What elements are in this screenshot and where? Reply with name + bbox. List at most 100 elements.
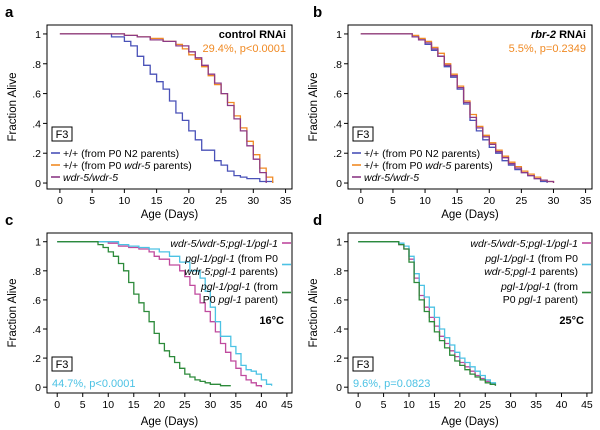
legend-entry: P0 pgl-1 parent) bbox=[503, 294, 578, 306]
x-tick-label: 15 bbox=[429, 399, 441, 411]
legend-entry: +/+ (from P0 wdr-5 parents) bbox=[364, 160, 493, 172]
survival-curve-3 bbox=[59, 33, 267, 183]
f3-label: F3 bbox=[357, 359, 370, 371]
y-tick-label: .8 bbox=[333, 59, 342, 71]
temperature-label: 16°C bbox=[259, 315, 284, 327]
legend-entry: pgl-1/pgl-1 (from P0 bbox=[484, 253, 578, 265]
stat-annotation: 44.7%, p<0.0001 bbox=[52, 378, 136, 390]
x-tick-label: 5 bbox=[381, 399, 387, 411]
x-tick-label: 30 bbox=[247, 195, 259, 207]
chart-title: control RNAi bbox=[219, 29, 286, 41]
legend-entry: +/+ (from P0 wdr-5 parents) bbox=[63, 160, 192, 172]
y-tick-label: .4 bbox=[333, 324, 342, 336]
legend-entry: wdr-5/wdr-5 bbox=[63, 172, 118, 184]
x-tick-label: 5 bbox=[80, 399, 86, 411]
f3-label: F3 bbox=[56, 359, 69, 371]
x-tick-label: 40 bbox=[256, 399, 268, 411]
survival-curve-3 bbox=[57, 241, 231, 387]
y-axis-label: Fraction Alive bbox=[308, 278, 320, 347]
f3-label: F3 bbox=[56, 129, 69, 141]
x-tick-label: 25 bbox=[215, 195, 227, 207]
x-tick-label: 10 bbox=[119, 195, 131, 207]
panel-d: d 0 5 10 15 20 25 30 35 40 45 0 .2 .4 .6 .8 1 Age (Days) F… bbox=[308, 212, 593, 428]
y-tick-label: .6 bbox=[333, 89, 342, 101]
y-tick-label: .2 bbox=[32, 148, 41, 160]
y-tick-label: 1 bbox=[336, 29, 342, 41]
survival-curve-1 bbox=[358, 241, 497, 386]
x-axis-label: Age (Days) bbox=[441, 416, 499, 428]
stat-annotation: 5.5%, p=0.2349 bbox=[509, 43, 586, 55]
y-tick-label: .6 bbox=[32, 89, 41, 101]
y-tick-label: .4 bbox=[32, 118, 41, 130]
panel-letter: d bbox=[313, 212, 322, 229]
y-axis-label: Fraction Alive bbox=[7, 72, 19, 141]
x-tick-label: 35 bbox=[580, 195, 592, 207]
y-tick-label: .2 bbox=[333, 148, 342, 160]
y-tick-label: 1 bbox=[35, 237, 41, 249]
survival-curve-2 bbox=[358, 241, 497, 385]
x-tick-label: 40 bbox=[556, 399, 568, 411]
survival-curve-1 bbox=[57, 241, 263, 388]
legend-entry: wdr-5/wdr-5;pgl-1/pgl-1 bbox=[470, 238, 578, 250]
f3-box bbox=[352, 356, 374, 372]
x-axis-label: Age (Days) bbox=[141, 209, 199, 221]
y-axis-label: Fraction Alive bbox=[308, 72, 320, 141]
x-tick-label: 0 bbox=[54, 399, 60, 411]
temperature-label: 25°C bbox=[559, 315, 584, 327]
x-tick-label: 20 bbox=[483, 195, 495, 207]
legend-entry: pgl-1/pgl-1 (from P0 bbox=[184, 253, 278, 265]
y-tick-label: .4 bbox=[333, 118, 342, 130]
y-tick-label: .8 bbox=[32, 59, 41, 71]
legend-entry: +/+ (from P0 N2 parents) bbox=[63, 148, 179, 160]
plot-frame bbox=[46, 24, 293, 190]
x-tick-label: 0 bbox=[57, 195, 63, 207]
chart-title: rbr-2 RNAi bbox=[531, 29, 586, 41]
panel-letter: c bbox=[5, 212, 13, 229]
legend-entry: wdr-5;pgl-1 parents) bbox=[484, 266, 578, 278]
plot-frame bbox=[347, 24, 593, 190]
y-tick-label: .6 bbox=[333, 295, 342, 307]
x-tick-label: 15 bbox=[451, 195, 463, 207]
x-tick-label: 30 bbox=[204, 399, 216, 411]
y-tick-label: 0 bbox=[336, 382, 342, 394]
legend-entry: wdr-5/wdr-5;pgl-1/pgl-1 bbox=[170, 238, 278, 250]
x-tick-label: 25 bbox=[479, 399, 491, 411]
x-tick-label: 15 bbox=[128, 399, 140, 411]
x-tick-label: 0 bbox=[355, 399, 361, 411]
x-tick-label: 5 bbox=[89, 195, 95, 207]
legend-entry: wdr-5;pgl-1 parents) bbox=[184, 266, 278, 278]
x-tick-label: 25 bbox=[179, 399, 191, 411]
y-tick-label: 1 bbox=[336, 237, 342, 249]
x-tick-label: 25 bbox=[516, 195, 528, 207]
panel-b: b 0 5 10 15 20 25 30 35 0 .2 .4 .6 .8 1 Age (Days) Fract… bbox=[308, 4, 593, 221]
f3-box bbox=[51, 356, 73, 372]
f3-label: F3 bbox=[357, 129, 370, 141]
stat-annotation: 29.4%, p<0.0001 bbox=[203, 43, 287, 55]
legend-entry: pgl-1/pgl-1 (from bbox=[500, 281, 578, 293]
f3-box bbox=[352, 126, 374, 142]
y-tick-label: 1 bbox=[35, 29, 41, 41]
x-tick-label: 30 bbox=[548, 195, 560, 207]
panel-a: a 0 5 10 15 20 25 30 35 0 .2 .4 .6 .8 1 Age (Days) Fract… bbox=[5, 4, 293, 221]
x-tick-label: 35 bbox=[530, 399, 542, 411]
x-tick-label: 20 bbox=[153, 399, 165, 411]
plot-frame bbox=[347, 232, 593, 394]
y-tick-label: .2 bbox=[333, 353, 342, 365]
y-tick-label: 0 bbox=[35, 178, 41, 190]
y-tick-label: 0 bbox=[336, 178, 342, 190]
x-tick-label: 0 bbox=[358, 195, 364, 207]
x-tick-label: 20 bbox=[454, 399, 466, 411]
survival-curve-1 bbox=[59, 33, 274, 183]
x-tick-label: 35 bbox=[230, 399, 242, 411]
survival-curve-3 bbox=[358, 241, 497, 386]
y-tick-label: 0 bbox=[35, 382, 41, 394]
f3-box bbox=[51, 126, 73, 142]
x-tick-label: 10 bbox=[102, 399, 114, 411]
survival-curve-2 bbox=[360, 33, 555, 183]
plot-frame bbox=[46, 232, 293, 394]
x-tick-label: 20 bbox=[183, 195, 195, 207]
x-tick-label: 30 bbox=[505, 399, 517, 411]
x-tick-label: 15 bbox=[151, 195, 163, 207]
legend-entry: +/+ (from P0 N2 parents) bbox=[364, 148, 480, 160]
y-tick-label: .4 bbox=[32, 324, 41, 336]
